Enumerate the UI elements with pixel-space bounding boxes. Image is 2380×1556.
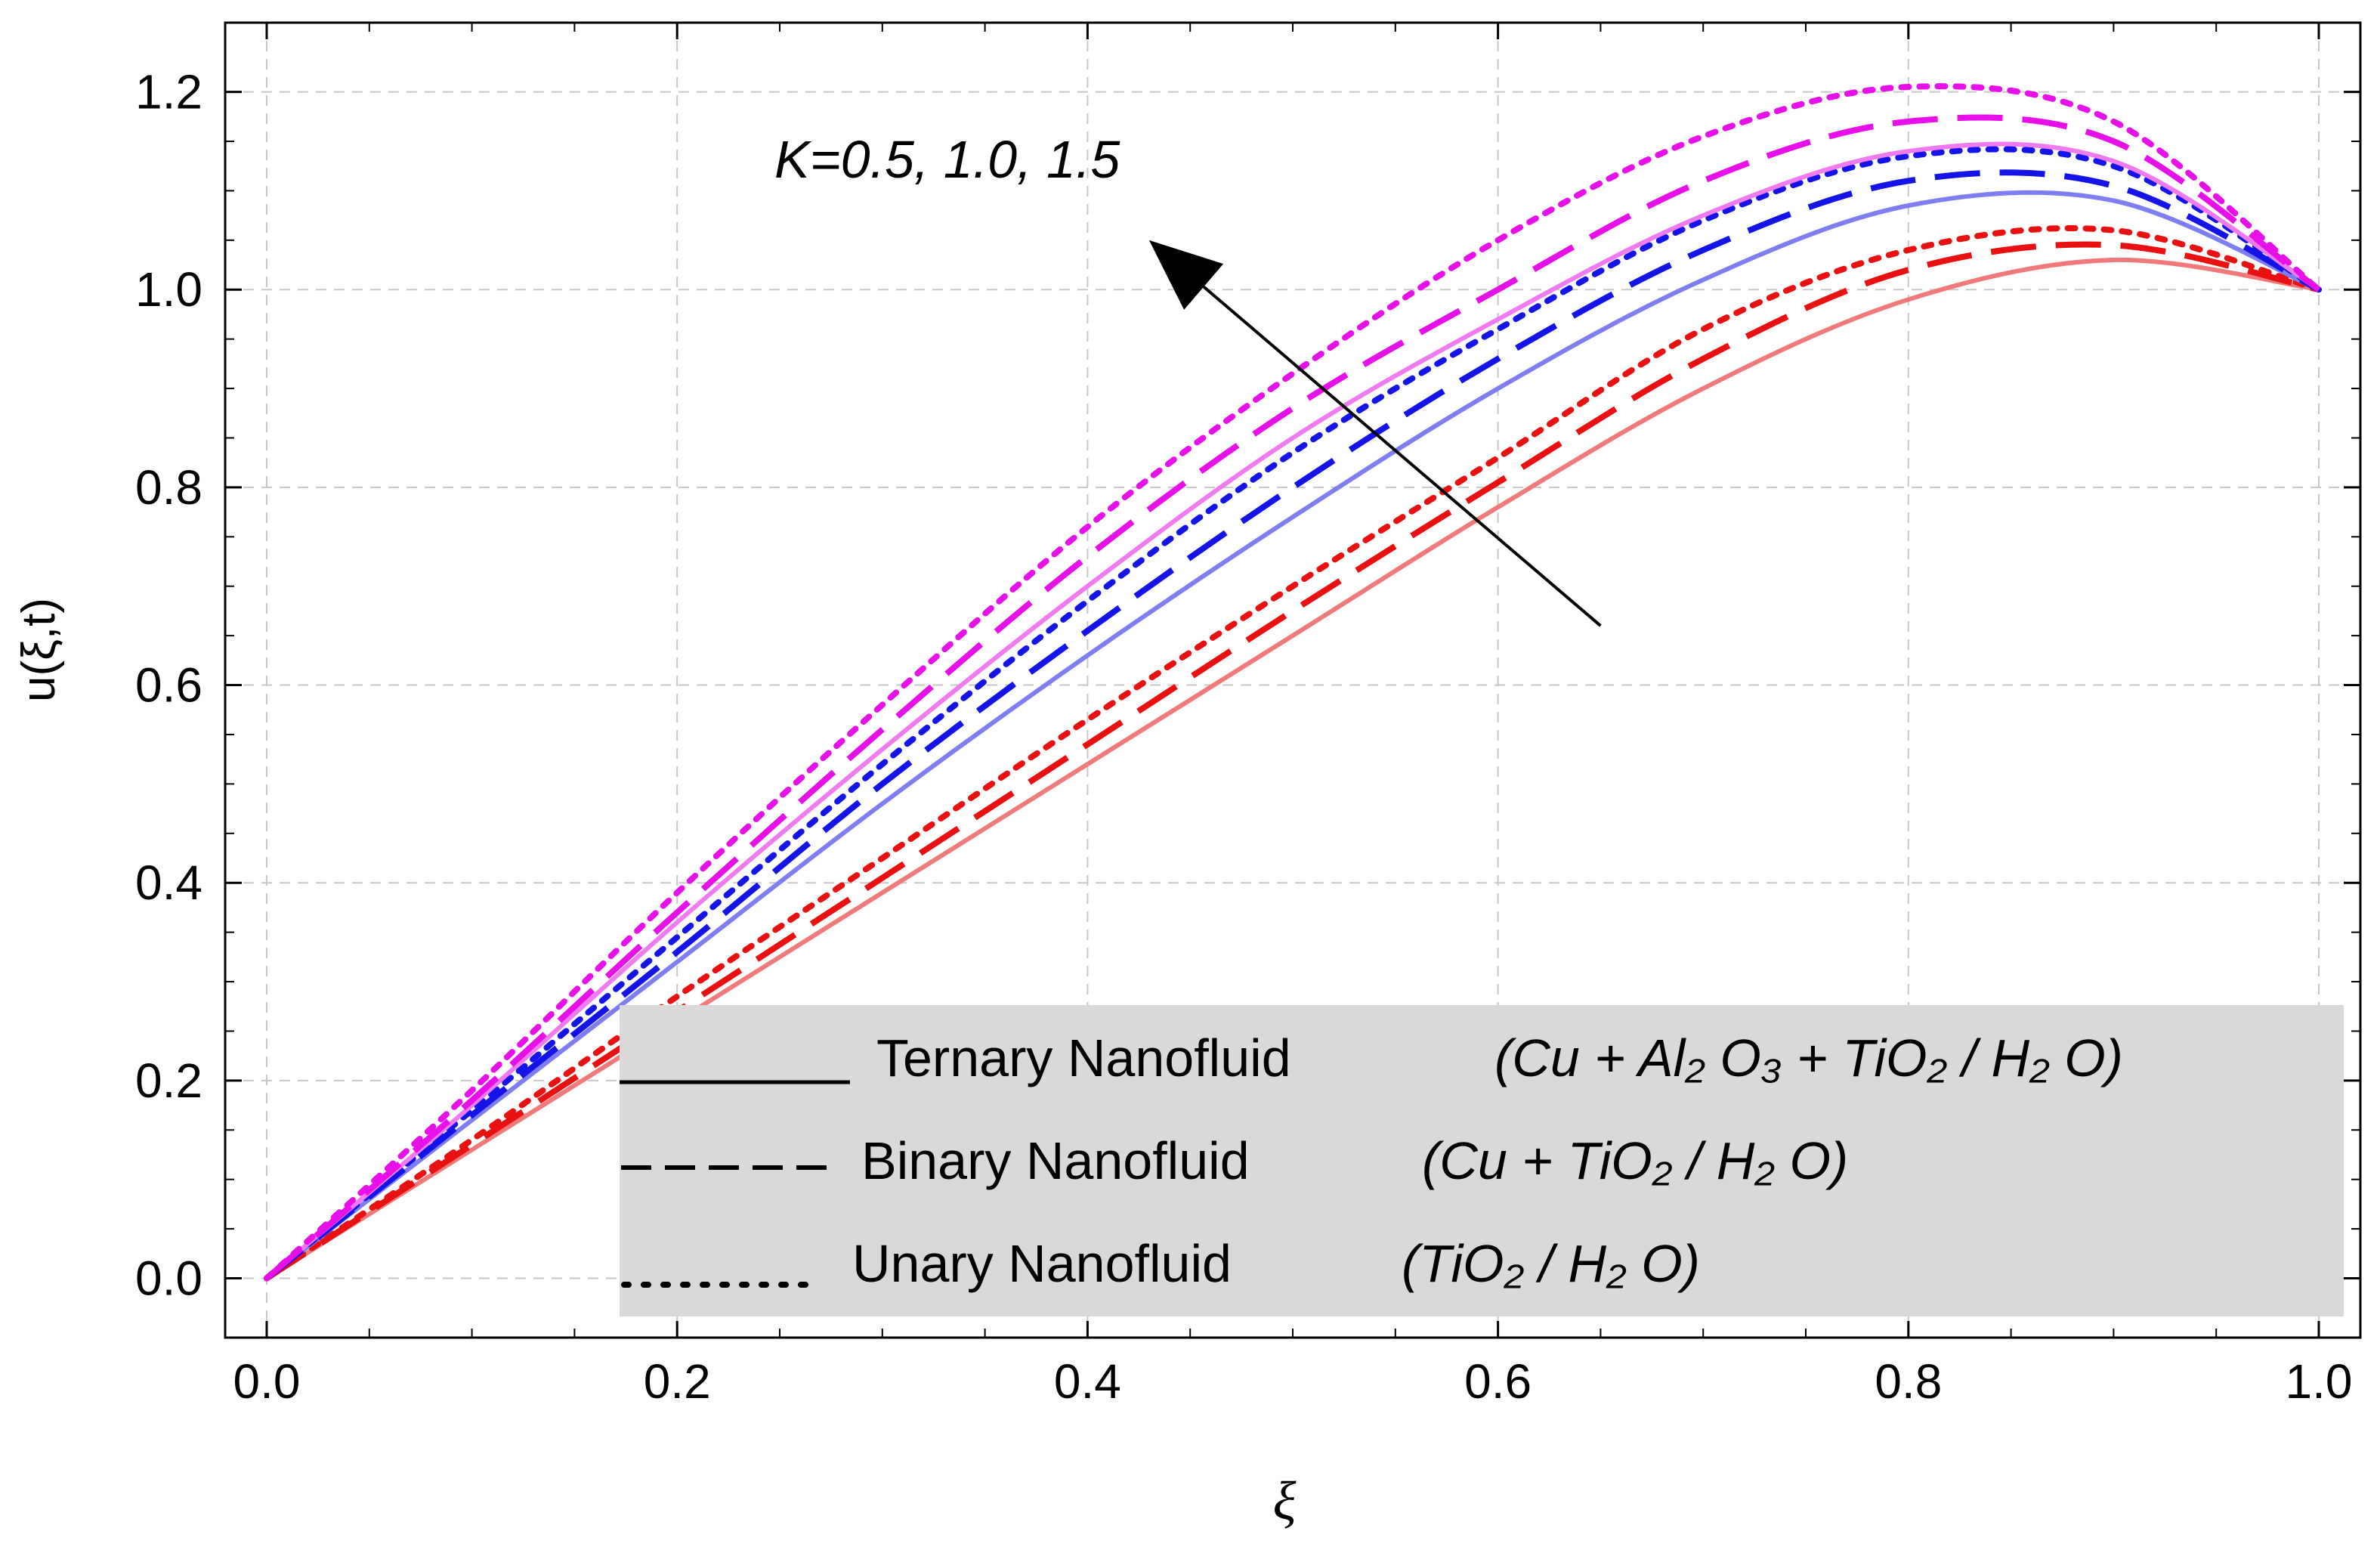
annotation-layer: K=0.5, 1.0, 1.5 [774, 130, 1602, 627]
k-annotation: K=0.5, 1.0, 1.5 [774, 130, 1120, 189]
k-arrow-head [1148, 240, 1224, 310]
x-tick-label: 0.4 [1054, 1354, 1121, 1409]
series-line-k-0-5-dashed [264, 241, 2320, 1281]
legend-formula-ternary: (Cu + Al₂ O₃ + TiO₂ / H₂ O) [1494, 1029, 2123, 1087]
legend-formula-binary: (Cu + TiO₂ / H₂ O) [1422, 1131, 1848, 1190]
series-line-k-1-0-solid [265, 190, 2320, 1280]
legend-label-unary: Unary Nanofluid [852, 1234, 1232, 1293]
legend-entry-unary: Unary Nanofluid (TiO₂ / H₂ O) [621, 1234, 1700, 1293]
series-line-k-1-5-dotted [264, 83, 2322, 1282]
series-line-k-1-0-dotted [264, 146, 2322, 1282]
y-tick-label: 0.6 [135, 658, 202, 713]
tick-layer: 0.0 0.2 0.4 0.6 0.8 1.0 0.0 0.2 0.4 0.6 0.8 1.0 1.2 [135, 23, 2360, 1409]
x-axis-title: ξ [1273, 1471, 1297, 1531]
y-tick-label: 0.8 [135, 460, 202, 515]
legend-label-ternary: Ternary Nanofluid [876, 1029, 1291, 1087]
legend-background [620, 1005, 2344, 1316]
k-arrow-line [1202, 285, 1602, 627]
series-line-k-0-5-solid [265, 257, 2320, 1281]
legend-entry-ternary: Ternary Nanofluid (Cu + Al₂ O₃ + TiO₂ / … [620, 1029, 2123, 1087]
series-line-k-1-5-solid [265, 141, 2320, 1280]
series-layer [264, 83, 2322, 1282]
y-axis-title: u(ξ,t) [13, 598, 65, 702]
y-tick-label: 0.4 [135, 855, 202, 910]
x-tick-label: 0.8 [1875, 1354, 1942, 1409]
y-tick-label: 0.0 [135, 1251, 202, 1306]
legend-formula-unary: (TiO₂ / H₂ O) [1402, 1234, 1700, 1293]
y-tick-label: 1.2 [135, 65, 202, 119]
x-tick-label: 0.2 [644, 1354, 711, 1409]
x-tick-label: 1.0 [2286, 1354, 2353, 1409]
series-line-k-1-0-dashed [264, 169, 2320, 1281]
series-line-k-1-5-dashed [264, 114, 2321, 1281]
series-line-k-0-5-dotted [264, 225, 2322, 1282]
y-tick-label: 1.0 [135, 262, 202, 317]
legend-entry-binary: Binary Nanofluid (Cu + TiO₂ / H₂ O) [621, 1131, 1848, 1190]
y-tick-label: 0.2 [135, 1053, 202, 1108]
legend-label-binary: Binary Nanofluid [861, 1131, 1250, 1190]
legend: Ternary Nanofluid (Cu + Al₂ O₃ + TiO₂ / … [620, 1005, 2344, 1316]
x-tick-label: 0.6 [1464, 1354, 1532, 1409]
x-tick-label: 0.0 [233, 1354, 301, 1409]
